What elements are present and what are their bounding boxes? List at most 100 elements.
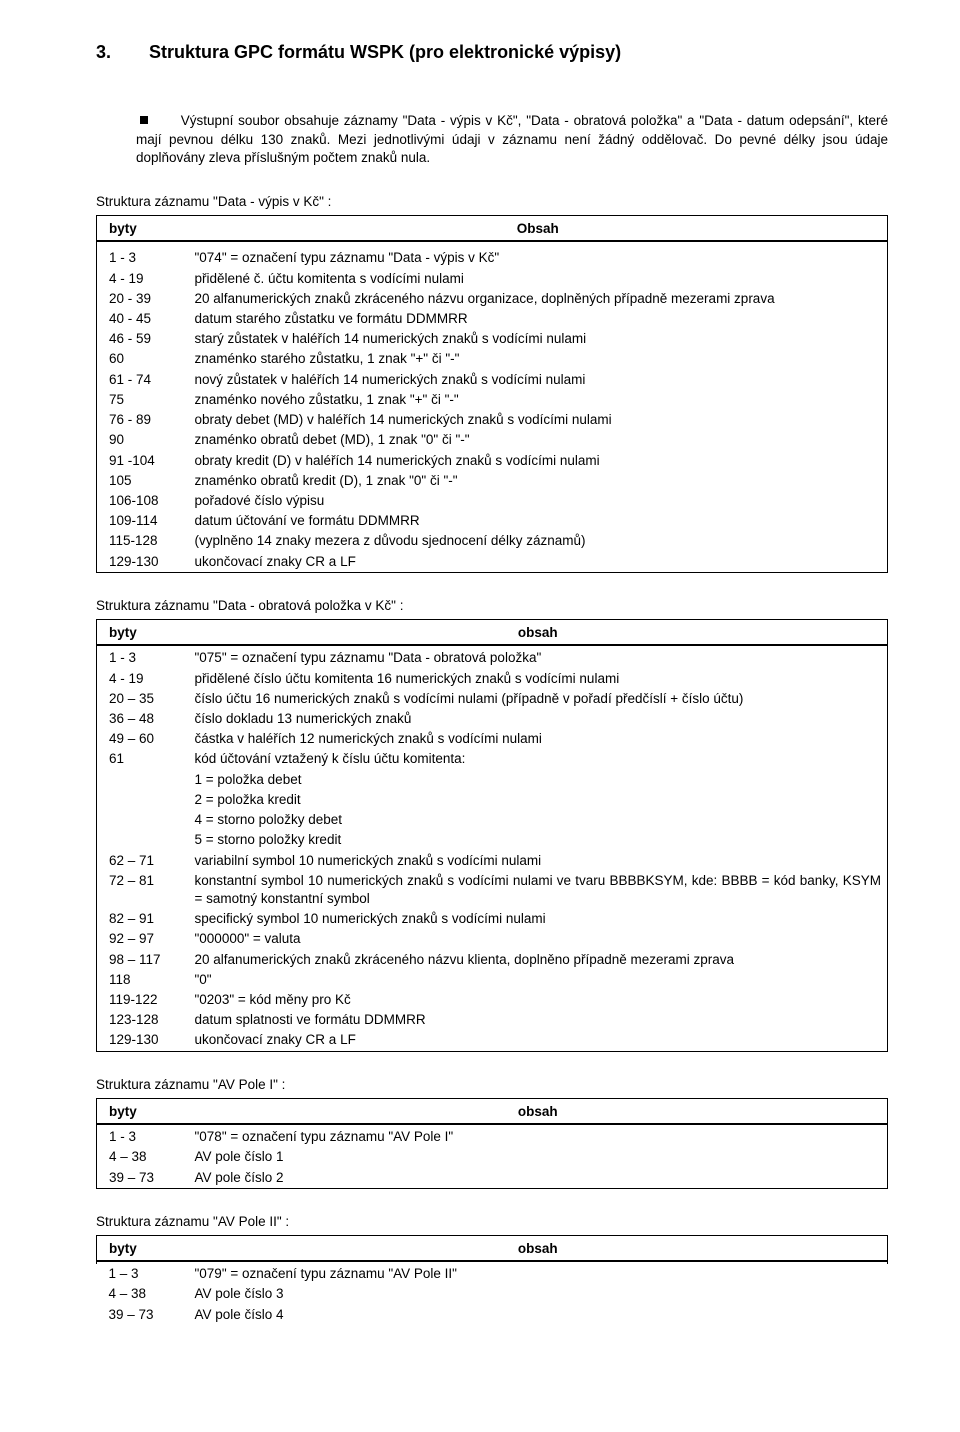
cell-obsah: AV pole číslo 4 [189,1305,888,1325]
cell-bytes [97,810,189,830]
cell-bytes: 46 - 59 [97,329,189,349]
cell-obsah: "074" = označení typu záznamu "Data - vý… [189,248,888,268]
cell-obsah: 1 = položka debet [189,770,888,790]
cell-bytes: 20 - 39 [97,289,189,309]
cell-bytes: 40 - 45 [97,309,189,329]
cell-obsah: nový zůstatek v haléřích 14 numerických … [189,370,888,390]
cell-obsah: datum účtování ve formátu DDMMRR [189,511,888,531]
cell-obsah: "075" = označení typu záznamu "Data - ob… [189,648,888,668]
table-row: 40 - 45datum starého zůstatku ve formátu… [97,309,888,329]
cell-obsah: AV pole číslo 1 [189,1147,888,1167]
cell-bytes: 105 [97,471,189,491]
cell-bytes: 4 - 19 [97,669,189,689]
table-row: 20 – 35číslo účtu 16 numerických znaků s… [97,689,888,709]
cell-obsah: obraty debet (MD) v haléřích 14 numerick… [189,410,888,430]
table-row: 72 – 81konstantní symbol 10 numerických … [97,871,888,909]
cell-obsah: přidělené číslo účtu komitenta 16 numeri… [189,669,888,689]
table-row: 4 - 19přidělené číslo účtu komitenta 16 … [97,669,888,689]
cell-obsah: 5 = storno položky kredit [189,830,888,850]
cell-obsah: datum starého zůstatku ve formátu DDMMRR [189,309,888,329]
cell-bytes: 115-128 [97,531,189,551]
cell-obsah: ukončovací znaky CR a LF [189,552,888,573]
cell-bytes: 62 – 71 [97,851,189,871]
table-row: 123-128datum splatnosti ve formátu DDMMR… [97,1010,888,1030]
cell-obsah: 20 alfanumerických znaků zkráceného názv… [189,950,888,970]
cell-obsah: znaménko starého zůstatku, 1 znak "+" či… [189,349,888,369]
cell-bytes [97,770,189,790]
cell-obsah: variabilní symbol 10 numerických znaků s… [189,851,888,871]
table-row: 60znaménko starého zůstatku, 1 znak "+" … [97,349,888,369]
table-row: 39 – 73AV pole číslo 4 [97,1305,888,1325]
cell-obsah: "0203" = kód měny pro Kč [189,990,888,1010]
table-row: 106-108pořadové číslo výpisu [97,491,888,511]
cell-bytes: 129-130 [97,1030,189,1051]
table-row: 115-128(vyplněno 14 znaky mezera z důvod… [97,531,888,551]
cell-bytes: 1 – 3 [97,1264,189,1284]
cell-bytes: 76 - 89 [97,410,189,430]
table-row: 92 – 97"000000" = valuta [97,929,888,949]
cell-obsah: obraty kredit (D) v haléřích 14 numerick… [189,451,888,471]
cell-bytes: 4 – 38 [97,1147,189,1167]
table-row: 4 = storno položky debet [97,810,888,830]
th-byty: byty [97,1098,189,1124]
table-row: 5 = storno položky kredit [97,830,888,850]
subsection-heading: Struktura záznamu "Data - výpis v Kč" : [96,193,888,211]
cell-bytes: 1 - 3 [97,648,189,668]
cell-bytes: 92 – 97 [97,929,189,949]
cell-bytes: 75 [97,390,189,410]
cell-obsah: AV pole číslo 3 [189,1284,888,1304]
table-row: 76 - 89obraty debet (MD) v haléřích 14 n… [97,410,888,430]
table-row: 1 - 3"075" = označení typu záznamu "Data… [97,648,888,668]
cell-obsah: konstantní symbol 10 numerických znaků s… [189,871,888,909]
cell-bytes [97,830,189,850]
table-row: 1 – 3"079" = označení typu záznamu "AV P… [97,1264,888,1284]
table-row: 91 -104obraty kredit (D) v haléřích 14 n… [97,451,888,471]
subsection-heading: Struktura záznamu "AV Pole I" : [96,1076,888,1094]
cell-bytes: 60 [97,349,189,369]
th-byty: byty [97,216,189,242]
table-row: 36 – 48číslo dokladu 13 numerických znak… [97,709,888,729]
th-obsah: obsah [189,1098,888,1124]
cell-obsah: "000000" = valuta [189,929,888,949]
cell-obsah: ukončovací znaky CR a LF [189,1030,888,1051]
table-row: 2 = položka kredit [97,790,888,810]
cell-bytes: 39 – 73 [97,1168,189,1189]
cell-obsah: přidělené č. účtu komitenta s vodícími n… [189,269,888,289]
table-row: 46 - 59starý zůstatek v haléřích 14 nume… [97,329,888,349]
table-row: 4 – 38AV pole číslo 3 [97,1284,888,1304]
cell-obsah: znaménko obratů kredit (D), 1 znak "0" č… [189,471,888,491]
cell-bytes: 39 – 73 [97,1305,189,1325]
cell-bytes: 4 - 19 [97,269,189,289]
cell-bytes: 61 - 74 [97,370,189,390]
cell-obsah: 2 = položka kredit [189,790,888,810]
th-byty: byty [97,1236,189,1262]
th-byty: byty [97,620,189,646]
cell-obsah: číslo účtu 16 numerických znaků s vodící… [189,689,888,709]
cell-obsah: "0" [189,970,888,990]
cell-obsah: AV pole číslo 2 [189,1168,888,1189]
cell-obsah: starý zůstatek v haléřích 14 numerických… [189,329,888,349]
heading-text: Struktura GPC formátu WSPK (pro elektron… [149,42,621,62]
cell-obsah: datum splatnosti ve formátu DDMMRR [189,1010,888,1030]
cell-bytes: 106-108 [97,491,189,511]
cell-obsah: "078" = označení typu záznamu "AV Pole I… [189,1127,888,1147]
cell-obsah: číslo dokladu 13 numerických znaků [189,709,888,729]
cell-obsah: znaménko nového zůstatku, 1 znak "+" či … [189,390,888,410]
table-row: 82 – 91specifický symbol 10 numerických … [97,909,888,929]
cell-obsah: pořadové číslo výpisu [189,491,888,511]
struct-table-3: byty obsah 1 - 3"078" = označení typu zá… [96,1098,888,1189]
cell-bytes: 119-122 [97,990,189,1010]
table-row: 105znaménko obratů kredit (D), 1 znak "0… [97,471,888,491]
subsection-heading: Struktura záznamu "AV Pole II" : [96,1213,888,1231]
cell-bytes: 82 – 91 [97,909,189,929]
cell-bytes: 109-114 [97,511,189,531]
table-row: 119-122"0203" = kód měny pro Kč [97,990,888,1010]
table-row: 4 - 19přidělené č. účtu komitenta s vodí… [97,269,888,289]
struct-table-4: byty obsah 1 – 3"079" = označení typu zá… [96,1235,888,1325]
table-row: 129-130ukončovací znaky CR a LF [97,552,888,573]
intro-text: Výstupní soubor obsahuje záznamy "Data -… [136,113,888,164]
table-row: 62 – 71variabilní symbol 10 numerických … [97,851,888,871]
cell-obsah: kód účtování vztažený k číslu účtu komit… [189,749,888,769]
table-row: 1 - 3"078" = označení typu záznamu "AV P… [97,1127,888,1147]
table-row: 75znaménko nového zůstatku, 1 znak "+" č… [97,390,888,410]
